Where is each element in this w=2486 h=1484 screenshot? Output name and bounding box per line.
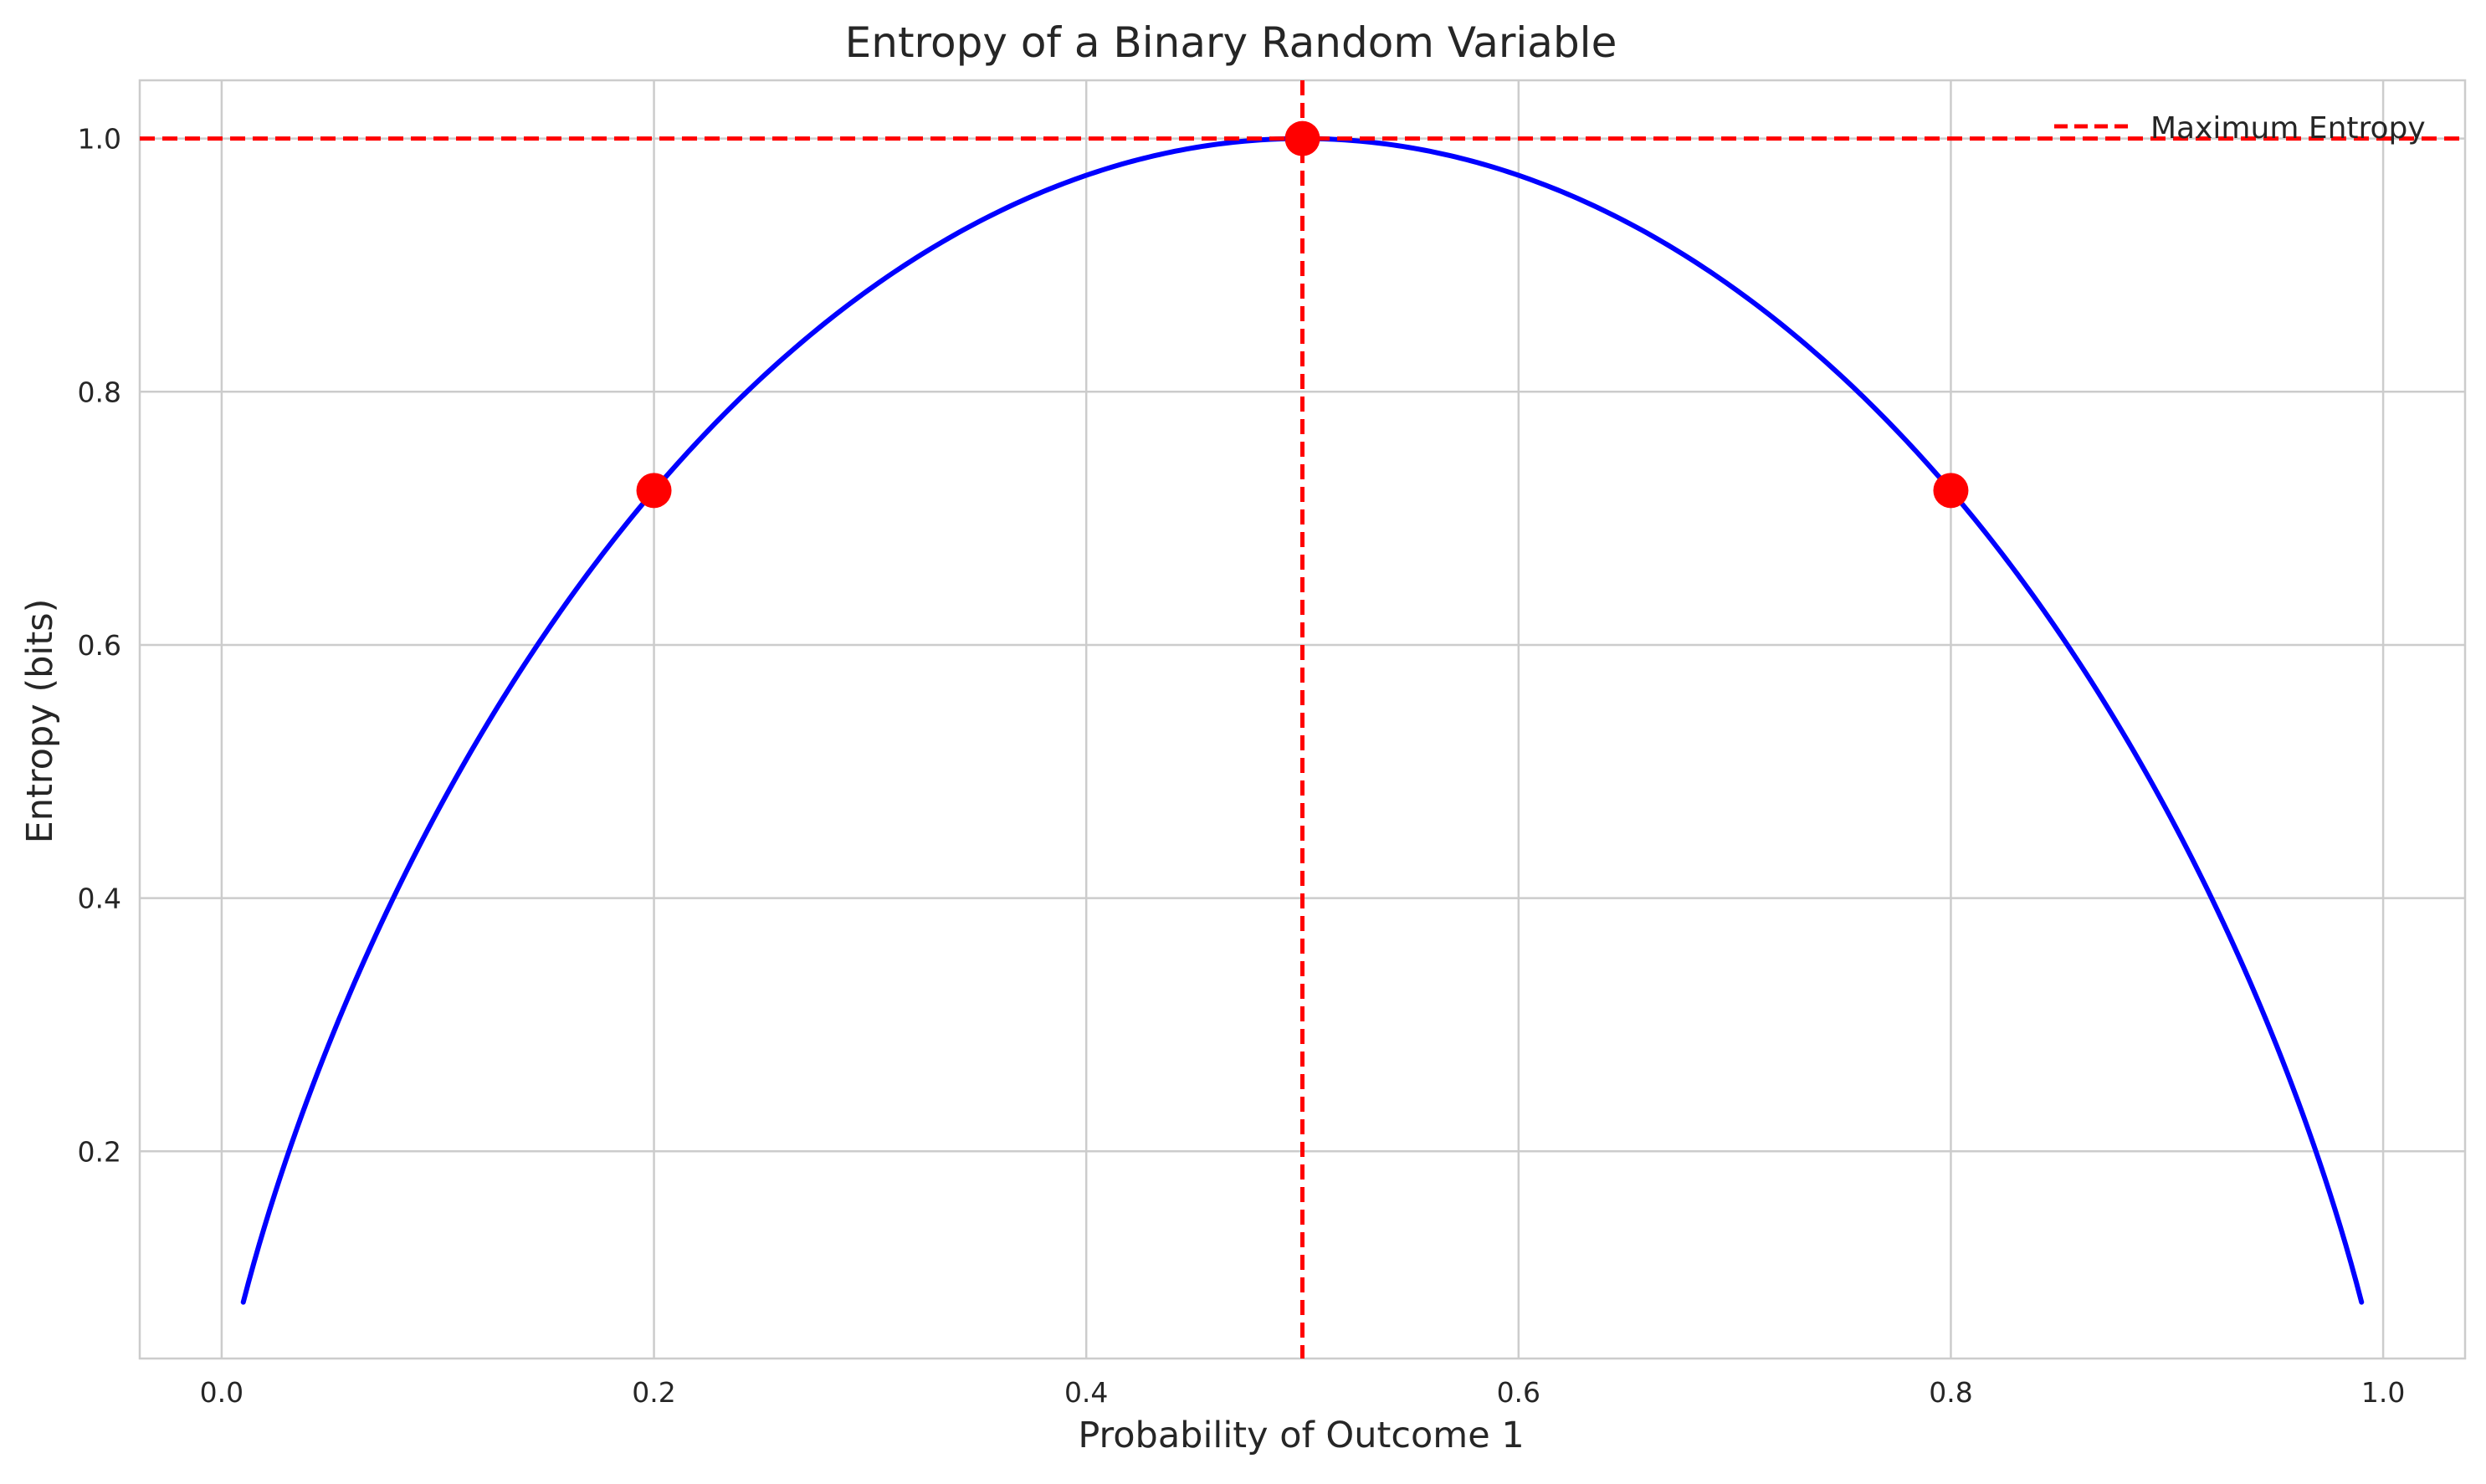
x-tick-label: 0.2 [632,1376,675,1409]
y-tick-label: 0.8 [78,376,121,408]
x-tick-label: 0.4 [1064,1376,1108,1409]
y-tick-label: 1.0 [78,123,121,156]
x-tick-label: 0.0 [200,1376,243,1409]
scatter-point [636,473,672,509]
x-tick-label: 0.8 [1929,1376,1972,1409]
scatter-point [1933,473,1969,509]
x-tick-label: 1.0 [2361,1376,2405,1409]
y-tick-label: 0.2 [78,1135,121,1168]
y-tick-label: 0.4 [78,883,121,915]
chart-title: Entropy of a Binary Random Variable [845,18,1617,67]
x-tick-label: 0.6 [1497,1376,1540,1409]
reference-lines [140,80,2465,1359]
x-axis-label: Probability of Outcome 1 [1078,1415,1524,1456]
legend-label: Maximum Entropy [2150,111,2426,146]
tick-labels: 0.0 0.2 0.4 0.6 0.8 1.0 0.2 0.4 0.6 0.8 1.0 [78,123,2406,1409]
legend: Maximum Entropy [2054,111,2426,146]
y-tick-label: 0.6 [78,629,121,662]
y-axis-label: Entropy (bits) [19,599,61,844]
